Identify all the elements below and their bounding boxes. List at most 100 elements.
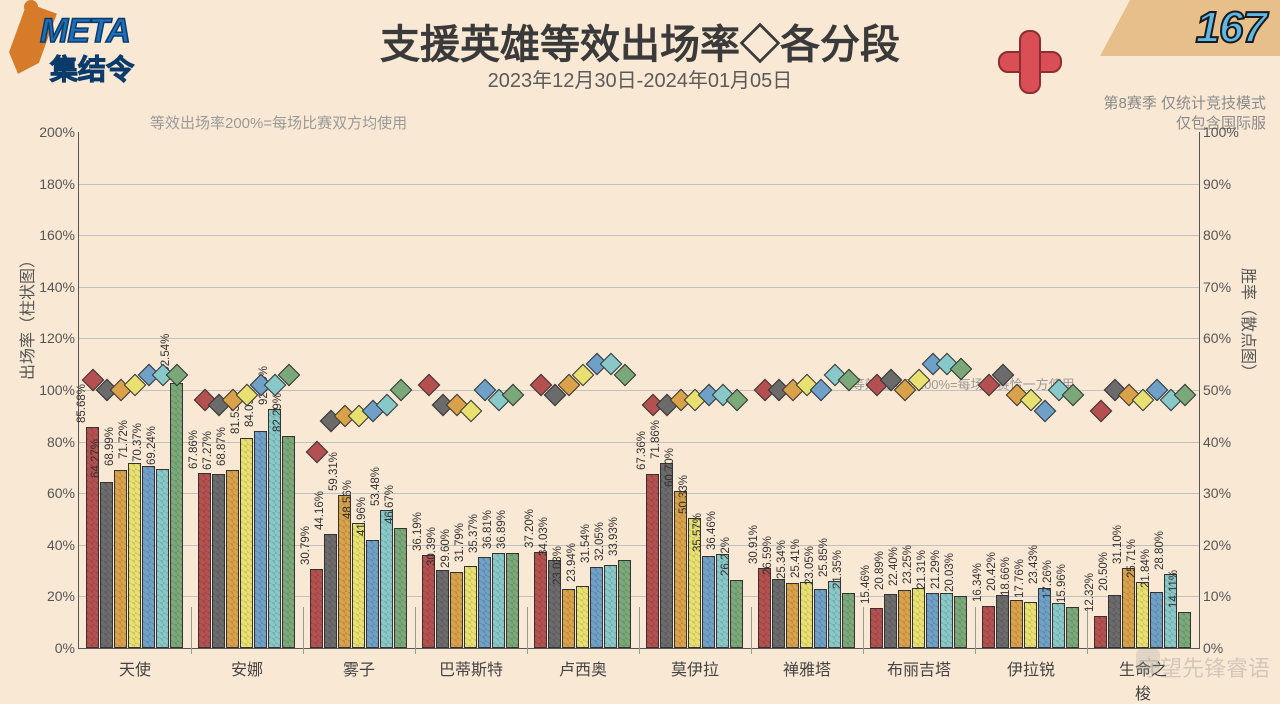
bar-value-label: 23.05% bbox=[804, 546, 816, 585]
bar bbox=[366, 540, 379, 648]
bar-value-label: 21.29% bbox=[930, 550, 942, 589]
bar bbox=[254, 431, 267, 648]
bar-value-label: 18.66% bbox=[1000, 557, 1012, 596]
bar bbox=[996, 595, 1009, 648]
bar-value-label: 31.10% bbox=[1112, 525, 1124, 564]
bar bbox=[870, 608, 883, 648]
ytick-left: 140% bbox=[31, 279, 75, 295]
ytick-right: 30% bbox=[1203, 485, 1247, 501]
bar-value-label: 30.39% bbox=[426, 527, 438, 566]
ytick-left: 0% bbox=[31, 640, 75, 656]
bar bbox=[1178, 612, 1191, 648]
ytick-right: 90% bbox=[1203, 176, 1247, 192]
bar-value-label: 25.34% bbox=[776, 540, 788, 579]
bar-value-label: 48.56% bbox=[342, 480, 354, 519]
bar-value-label: 37.20% bbox=[524, 509, 536, 548]
ytick-left: 200% bbox=[31, 124, 75, 140]
bar bbox=[1122, 568, 1135, 648]
bar-value-label: 29.60% bbox=[440, 529, 452, 568]
bar-value-label: 59.31% bbox=[328, 452, 340, 491]
bar bbox=[170, 383, 183, 648]
bar-value-label: 30.79% bbox=[300, 526, 312, 565]
bar-value-label: 14.11% bbox=[1168, 569, 1180, 607]
bar-value-label: 85.68% bbox=[76, 384, 88, 423]
bar-value-label: 50.33% bbox=[678, 475, 690, 514]
bar bbox=[814, 589, 827, 648]
bar-value-label: 32.05% bbox=[594, 522, 606, 561]
bar-value-label: 20.03% bbox=[944, 553, 956, 592]
bar bbox=[1108, 595, 1121, 648]
bar-value-label: 20.42% bbox=[986, 552, 998, 591]
bar bbox=[674, 491, 687, 648]
bar bbox=[282, 436, 295, 648]
bar bbox=[324, 534, 337, 648]
bar-value-label: 46.67% bbox=[384, 485, 396, 524]
bar bbox=[268, 409, 281, 648]
bar-value-label: 34.03% bbox=[538, 517, 550, 556]
bar-value-label: 22.40% bbox=[888, 547, 900, 586]
bar bbox=[842, 593, 855, 648]
corner-badge: 167 bbox=[1100, 0, 1280, 56]
bar bbox=[954, 596, 967, 648]
chart-plot-area: 0%20%40%60%80%100%120%140%160%180%200%0%… bbox=[78, 132, 1200, 649]
bar bbox=[226, 470, 239, 648]
bar bbox=[380, 510, 393, 648]
bar-value-label: 64.27% bbox=[90, 439, 102, 478]
bar bbox=[912, 588, 925, 648]
bar bbox=[1094, 616, 1107, 648]
bar-value-label: 35.37% bbox=[468, 514, 480, 553]
bar bbox=[492, 553, 505, 648]
winrate-diamond bbox=[390, 379, 413, 402]
x-axis-label: 禅雅塔 bbox=[783, 656, 831, 680]
ytick-right: 40% bbox=[1203, 434, 1247, 450]
bar-value-label: 25.85% bbox=[818, 538, 830, 577]
bar-value-label: 25.41% bbox=[790, 539, 802, 578]
bar-value-label: 23.03% bbox=[552, 546, 564, 585]
bar-value-label: 67.27% bbox=[202, 431, 214, 470]
note-season: 第8赛季 仅统计竞技模式 bbox=[1103, 92, 1266, 113]
ytick-left: 60% bbox=[31, 485, 75, 501]
bar-value-label: 82.29% bbox=[272, 393, 284, 432]
bar bbox=[142, 466, 155, 648]
ytick-left: 180% bbox=[31, 176, 75, 192]
bar bbox=[772, 579, 785, 648]
bar-value-label: 26.22% bbox=[720, 537, 732, 576]
issue-number: 167 bbox=[1196, 3, 1266, 53]
x-axis-label: 莫伊拉 bbox=[671, 656, 719, 680]
bar-value-label: 31.79% bbox=[454, 523, 466, 562]
bar bbox=[618, 560, 631, 648]
bar bbox=[646, 474, 659, 648]
x-axis-label: 天使 bbox=[119, 656, 151, 680]
bar bbox=[464, 566, 477, 648]
bar-value-label: 36.46% bbox=[706, 511, 718, 550]
x-axis-label: 卢西奥 bbox=[559, 656, 607, 680]
bar-value-label: 68.99% bbox=[104, 427, 116, 466]
ytick-left: 120% bbox=[31, 330, 75, 346]
bar bbox=[450, 572, 463, 648]
bar bbox=[436, 570, 449, 648]
ytick-left: 160% bbox=[31, 227, 75, 243]
bar bbox=[604, 565, 617, 648]
chart-date-range: 2023年12月30日-2024年01月05日 bbox=[488, 64, 793, 93]
bar bbox=[128, 463, 141, 648]
bar-value-label: 17.76% bbox=[1014, 559, 1026, 598]
bar-value-label: 36.89% bbox=[496, 510, 508, 549]
bar bbox=[394, 528, 407, 648]
bar-value-label: 60.70% bbox=[664, 448, 676, 487]
bar-value-label: 23.25% bbox=[902, 545, 914, 584]
bar bbox=[212, 474, 225, 648]
bar bbox=[1010, 600, 1023, 648]
bar bbox=[1066, 607, 1079, 648]
logo-text-2: 集结令 bbox=[50, 48, 134, 88]
bar bbox=[940, 593, 953, 648]
bar-value-label: 15.46% bbox=[860, 565, 872, 604]
bar-value-label: 23.94% bbox=[566, 543, 578, 582]
bar-value-label: 15.96% bbox=[1056, 564, 1068, 603]
ytick-right: 100% bbox=[1203, 124, 1247, 140]
bar-value-label: 70.37% bbox=[132, 423, 144, 462]
bar bbox=[730, 580, 743, 648]
ytick-right: 70% bbox=[1203, 279, 1247, 295]
ytick-left: 100% bbox=[31, 382, 75, 398]
bar bbox=[982, 606, 995, 648]
red-cross-icon bbox=[998, 30, 1062, 94]
